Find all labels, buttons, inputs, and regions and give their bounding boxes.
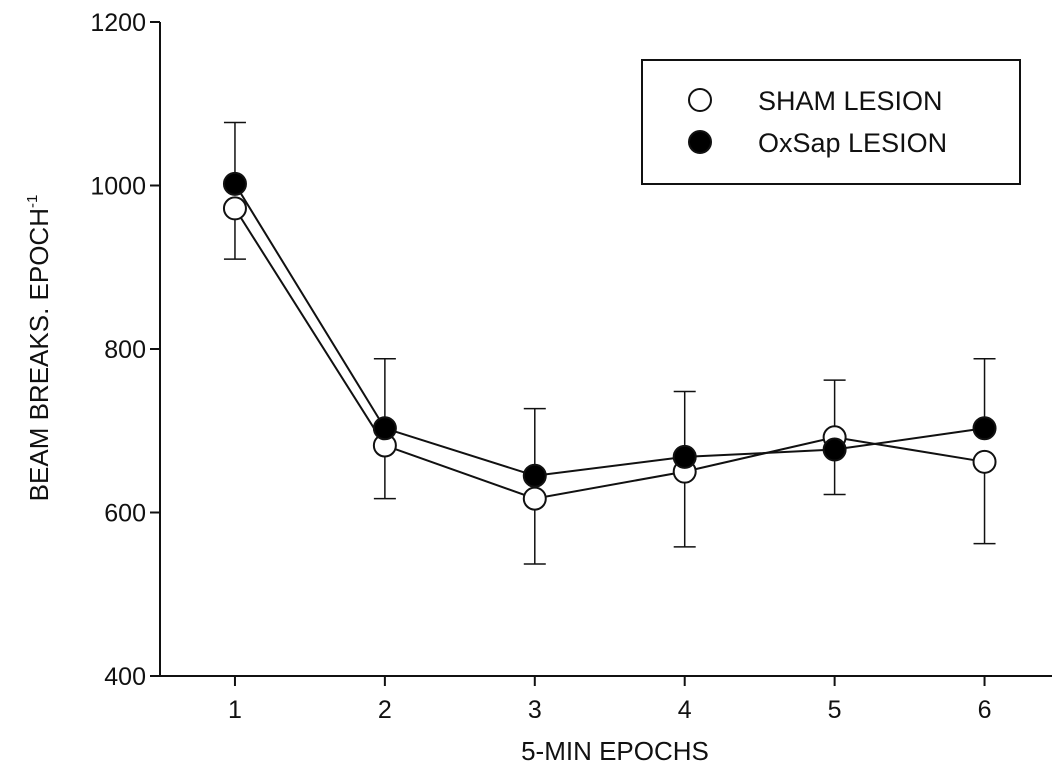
data-point bbox=[372, 416, 397, 441]
series-sham-lesion bbox=[223, 207, 996, 565]
y-tick-label: 600 bbox=[104, 500, 146, 528]
x-tick-label: 2 bbox=[378, 696, 392, 724]
data-point bbox=[222, 196, 247, 221]
legend-label: OxSap LESION bbox=[758, 128, 947, 158]
y-tick-label: 400 bbox=[104, 663, 146, 691]
series-line bbox=[234, 207, 985, 500]
y-axis-title-main: BEAM BREAKS. EPOCH bbox=[24, 208, 54, 501]
data-point bbox=[822, 437, 847, 462]
legend-marker bbox=[688, 88, 712, 112]
data-point bbox=[222, 171, 247, 196]
axes: 400 600 800 1000 1200 1 2 3 4 5 6 bbox=[90, 9, 1052, 724]
legend-marker bbox=[688, 130, 712, 154]
data-point bbox=[522, 463, 547, 488]
x-axis-title: 5-MIN EPOCHS bbox=[521, 736, 709, 766]
legend: SHAM LESION OxSap LESION bbox=[641, 59, 1021, 185]
y-axis-title: BEAM BREAKS. EPOCH-1 bbox=[24, 195, 54, 502]
legend-label: SHAM LESION bbox=[758, 86, 943, 116]
x-tick-label: 1 bbox=[228, 696, 242, 724]
y-tick-label: 1000 bbox=[90, 173, 146, 201]
data-point bbox=[972, 416, 997, 441]
y-tick-label: 800 bbox=[104, 336, 146, 364]
x-tick-label: 5 bbox=[828, 696, 842, 724]
series-layer bbox=[222, 121, 997, 565]
x-tick-label: 6 bbox=[978, 696, 992, 724]
y-tick-label: 1200 bbox=[90, 9, 146, 37]
series-line bbox=[234, 183, 985, 477]
legend-box bbox=[641, 59, 1021, 185]
x-tick-label: 4 bbox=[678, 696, 692, 724]
data-point bbox=[522, 486, 547, 511]
y-axis-title-superscript: -1 bbox=[24, 195, 41, 208]
data-point bbox=[672, 444, 697, 469]
data-point bbox=[972, 449, 997, 474]
x-tick-label: 3 bbox=[528, 696, 542, 724]
markers-oxsap-lesion bbox=[222, 171, 997, 488]
